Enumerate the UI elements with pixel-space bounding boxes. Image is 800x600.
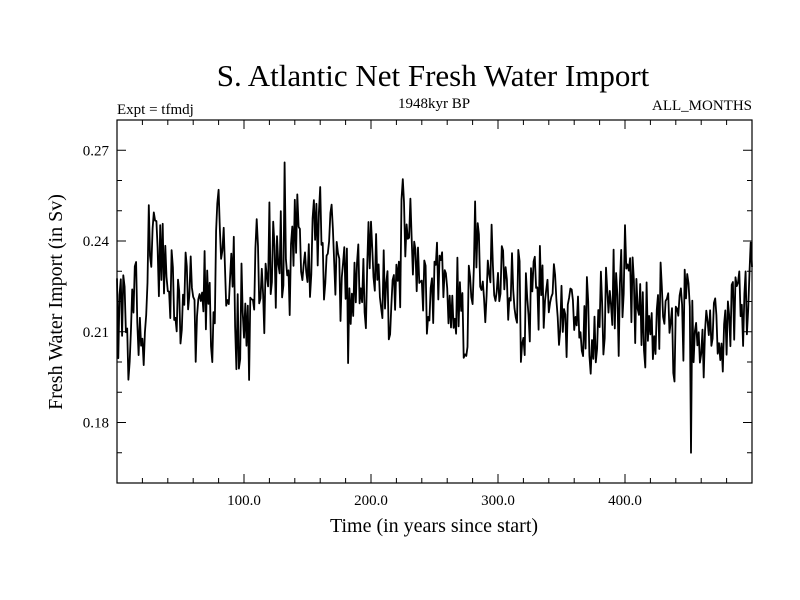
y-tick-label: 0.18 xyxy=(83,416,109,432)
y-tick-label: 0.24 xyxy=(83,234,110,250)
y-tick-label: 0.27 xyxy=(83,143,110,159)
y-tick-label: 0.21 xyxy=(83,325,109,341)
x-axis-label: Time (in years since start) xyxy=(330,515,538,537)
x-tick-label: 200.0 xyxy=(354,493,388,509)
months-label: ALL_MONTHS xyxy=(652,98,752,114)
experiment-label: Expt = tfmdj xyxy=(117,102,194,118)
y-axis-label: Fresh Water Import (in Sv) xyxy=(45,194,67,410)
x-tick-label: 400.0 xyxy=(608,493,642,509)
plot-frame xyxy=(116,119,753,484)
x-tick-label: 100.0 xyxy=(227,493,261,509)
subtitle-period: 1948kyr BP xyxy=(398,96,470,112)
x-tick-label: 300.0 xyxy=(481,493,515,509)
series-line xyxy=(116,161,753,454)
chart-title: S. Atlantic Net Fresh Water Import xyxy=(217,58,650,93)
